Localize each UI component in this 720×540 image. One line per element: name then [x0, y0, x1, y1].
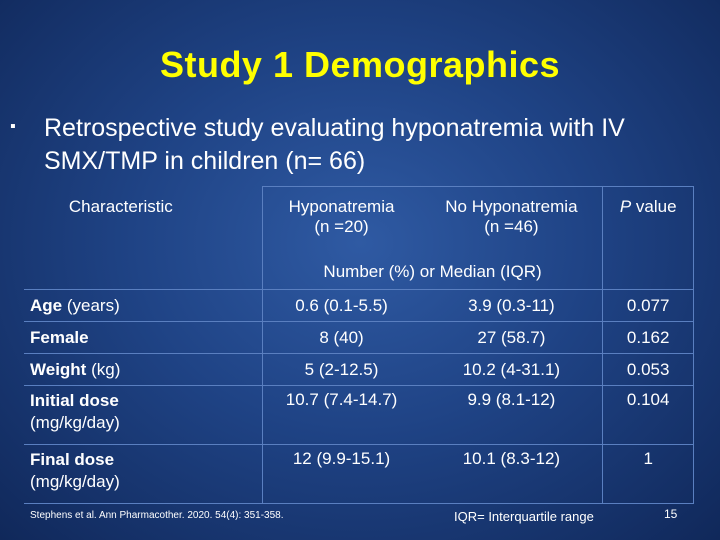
row-label: Initial dose [30, 391, 119, 410]
cell-p-value: 0.104 [602, 385, 694, 445]
row-label-line2: (mg/kg/day) [30, 413, 120, 432]
header-p-rest: value [631, 197, 677, 216]
row-label: Final dose [30, 450, 115, 469]
cell-no-hyponatremia: 9.9 (8.1-12) [420, 385, 603, 445]
cell-hyponatremia: 5 (2-12.5) [261, 353, 421, 386]
table-row: Age (years) 0.6 (0.1-5.5) 3.9 (0.3-11) 0… [24, 289, 694, 322]
header-p-italic: P [619, 197, 632, 216]
header-characteristic-text: Characteristic [68, 196, 173, 216]
row-label: Age [30, 295, 63, 315]
table-row: Weight (kg) 5 (2-12.5) 10.2 (4-31.1) 0.0… [24, 353, 694, 386]
cell-p-value: 1 [602, 444, 694, 504]
cell-hyponatremia: 8 (40) [261, 321, 421, 354]
demographics-table: Characteristic Hyponatremia (n =20) No H… [24, 186, 694, 504]
table-row: Initial dose (mg/kg/day) 10.7 (7.4-14.7) … [24, 385, 694, 445]
header-p-value: P value [602, 186, 694, 255]
cell-hyponatremia: 0.6 (0.1-5.5) [261, 289, 421, 322]
row-label-unit: (years) [62, 295, 120, 315]
cell-no-hyponatremia: 27 (58.7) [420, 321, 603, 354]
header-characteristic: Characteristic [24, 187, 262, 256]
cell-p-value: 0.077 [602, 289, 694, 322]
table-row: Final dose (mg/kg/day) 12 (9.9-15.1) 10.1… [24, 444, 694, 504]
row-label-unit: (kg) [86, 359, 121, 379]
row-label-line2: (mg/kg/day) [30, 472, 120, 491]
bullet-icon: ▪ [10, 118, 16, 135]
cell-hyponatremia: 12 (9.9-15.1) [261, 444, 421, 504]
cell-p-value: 0.053 [602, 353, 694, 386]
table-row: Female 8 (40) 27 (58.7) 0.162 [24, 321, 694, 354]
header-hypo-line1: Hyponatremia [288, 197, 395, 216]
slide-title: Study 1 Demographics [159, 44, 561, 85]
subheader-number-median: Number (%) or Median (IQR) [261, 255, 603, 290]
bullet-text: Retrospective study evaluating hyponatre… [44, 114, 625, 175]
cell-p-value: 0.162 [602, 321, 694, 354]
row-label: Weight [30, 359, 87, 379]
citation: Stephens et al. Ann Pharmacother. 2020. … [30, 510, 284, 521]
cell-no-hyponatremia: 3.9 (0.3-11) [420, 289, 603, 322]
header-nohypo-line2: (n =46) [484, 217, 539, 236]
cell-no-hyponatremia: 10.2 (4-31.1) [420, 353, 603, 386]
header-nohypo-line1: No Hyponatremia [445, 197, 578, 216]
page-number: 15 [664, 507, 678, 521]
row-label: Female [30, 327, 89, 347]
cell-no-hyponatremia: 10.1 (8.3-12) [420, 444, 603, 504]
table-header-row: Characteristic Hyponatremia (n =20) No H… [24, 186, 694, 256]
iqr-footnote: IQR= Interquartile range [454, 509, 594, 524]
table-subheader-row: Number (%) or Median (IQR) [24, 255, 694, 290]
header-no-hyponatremia: No Hyponatremia (n =46) [420, 186, 603, 255]
header-hypo-line2: (n =20) [314, 217, 369, 236]
cell-hyponatremia: 10.7 (7.4-14.7) [261, 385, 421, 445]
header-hyponatremia: Hyponatremia (n =20) [261, 186, 421, 255]
